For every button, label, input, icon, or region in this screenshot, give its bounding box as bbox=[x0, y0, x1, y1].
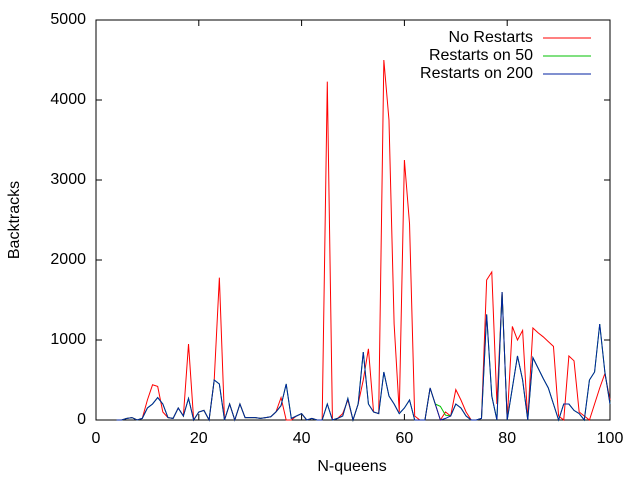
x-tick-label: 40 bbox=[293, 430, 311, 447]
x-tick-label: 20 bbox=[190, 430, 208, 447]
y-tick-label: 0 bbox=[77, 411, 86, 428]
x-axis-label: N-queens bbox=[317, 458, 386, 475]
x-tick-label: 0 bbox=[92, 430, 101, 447]
series-line bbox=[116, 59, 611, 422]
y-tick-label: 5000 bbox=[50, 11, 86, 28]
series-line bbox=[116, 291, 611, 422]
x-tick-label: 60 bbox=[396, 430, 414, 447]
y-tick-label: 3000 bbox=[50, 171, 86, 188]
legend-label: Restarts on 50 bbox=[429, 47, 533, 64]
y-axis-label: Backtracks bbox=[6, 181, 23, 259]
y-tick-label: 4000 bbox=[50, 91, 86, 108]
legend-label: Restarts on 200 bbox=[420, 65, 533, 82]
y-tick-label: 1000 bbox=[50, 331, 86, 348]
x-tick-label: 100 bbox=[597, 430, 624, 447]
x-tick-label: 80 bbox=[498, 430, 516, 447]
legend-label: No Restarts bbox=[449, 29, 533, 46]
y-tick-label: 2000 bbox=[50, 251, 86, 268]
